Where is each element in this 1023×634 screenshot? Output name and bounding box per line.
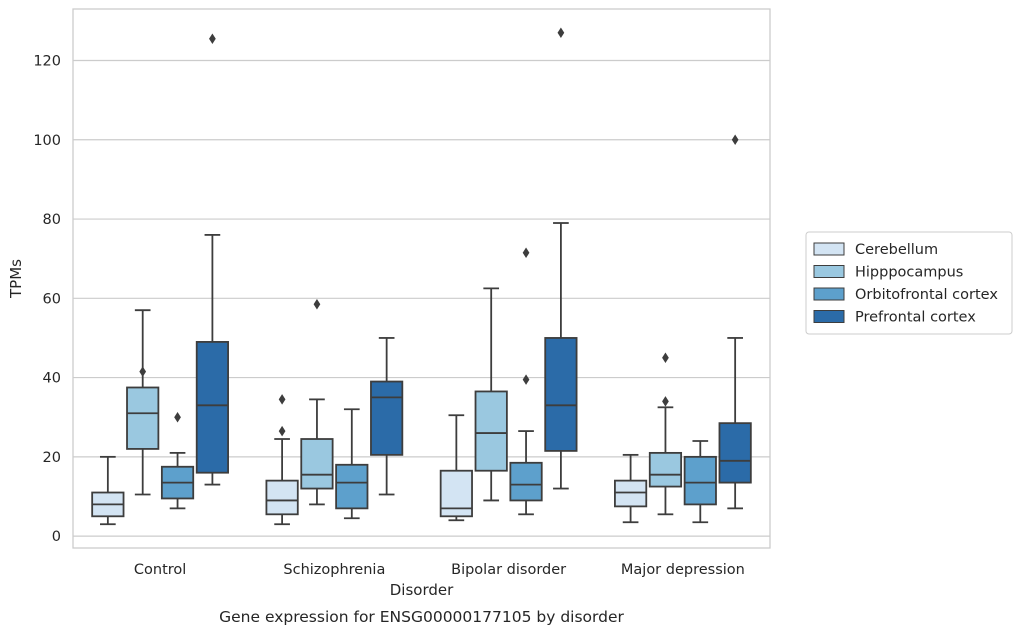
legend-swatch: [813, 310, 845, 323]
legend: Cerebellum Hipppocampus Orbitofrontal cort…: [805, 231, 1013, 335]
box-iqr: [683, 455, 717, 506]
box-prefrontal-cortex: [544, 27, 578, 490]
box-iqr: [370, 380, 404, 456]
x-tick-label: Bipolar disorder: [451, 562, 566, 578]
legend-swatch: [813, 287, 845, 301]
box-cerebellum: [265, 394, 299, 526]
gridlines: [73, 59, 770, 537]
y-tick-label: 20: [43, 450, 61, 466]
legend-swatch: [813, 265, 845, 278]
legend-frame: [805, 231, 1013, 335]
y-tick-label: 120: [33, 54, 61, 70]
box-hipppocampus: [648, 352, 683, 516]
box-iqr: [265, 479, 299, 516]
y-tick-label: 100: [33, 133, 61, 149]
outlier-point: [209, 33, 216, 44]
box-cerebellum: [91, 455, 125, 526]
x-tick-label: Major depression: [621, 562, 745, 578]
box-iqr: [474, 390, 508, 472]
outlier-point: [731, 134, 739, 146]
box-prefrontal-cortex: [195, 33, 229, 486]
box-iqr: [544, 337, 578, 452]
x-tick-labels: Control Schizophrenia Bipolar disorder Majo…: [134, 562, 745, 578]
x-tick-label: Control: [134, 562, 186, 578]
outlier-point: [278, 394, 286, 405]
y-tick-label: 80: [43, 212, 61, 228]
box-iqr: [126, 386, 160, 450]
box-prefrontal-cortex: [718, 134, 752, 510]
box-cerebellum: [614, 453, 648, 524]
x-tick-label: Schizophrenia: [283, 562, 385, 578]
box-orbitofrontal-cortex: [509, 247, 543, 516]
box-orbitofrontal-cortex: [160, 411, 195, 510]
box-iqr: [614, 479, 648, 508]
legend-swatch: [813, 242, 845, 256]
box-hipppocampus: [474, 287, 508, 502]
box-iqr: [648, 451, 683, 488]
outlier-point: [662, 396, 669, 407]
box-orbitofrontal-cortex: [683, 440, 717, 524]
box-iqr: [718, 422, 752, 484]
outlier-point: [522, 374, 530, 385]
chart-caption: Gene expression for ENSG00000177105 by d…: [219, 608, 624, 626]
plot-frame: [72, 8, 771, 549]
outlier-point: [139, 366, 147, 377]
y-tick-labels: 0 20 40 60 80 100 120: [33, 54, 61, 546]
box-iqr: [439, 469, 473, 518]
legend-entry: Cerebellum: [855, 242, 938, 258]
outlier-point: [278, 425, 286, 437]
box-hipppocampus: [300, 299, 334, 506]
y-tick-label: 0: [52, 529, 61, 545]
y-tick-label: 40: [43, 371, 61, 387]
legend-entry: Prefrontal cortex: [855, 310, 976, 326]
outlier-point: [557, 27, 565, 39]
y-tick-label: 60: [43, 291, 61, 307]
outlier-point: [522, 247, 530, 258]
outlier-point: [174, 411, 181, 423]
box-cerebellum: [439, 414, 473, 522]
box-prefrontal-cortex: [370, 337, 404, 496]
box-iqr: [509, 461, 543, 502]
box-orbitofrontal-cortex: [335, 408, 369, 520]
boxes: [91, 27, 752, 526]
y-axis-label: TPMs: [7, 259, 25, 299]
x-axis-label: Disorder: [390, 581, 454, 599]
legend-entry: Orbitofrontal cortex: [855, 287, 998, 303]
outlier-point: [662, 352, 669, 364]
outlier-point: [313, 299, 321, 310]
box-hipppocampus: [126, 309, 160, 496]
box-iqr: [195, 341, 229, 474]
box-iqr: [300, 438, 334, 490]
box-iqr: [335, 463, 369, 510]
legend-entry: Hipppocampus: [855, 265, 963, 281]
